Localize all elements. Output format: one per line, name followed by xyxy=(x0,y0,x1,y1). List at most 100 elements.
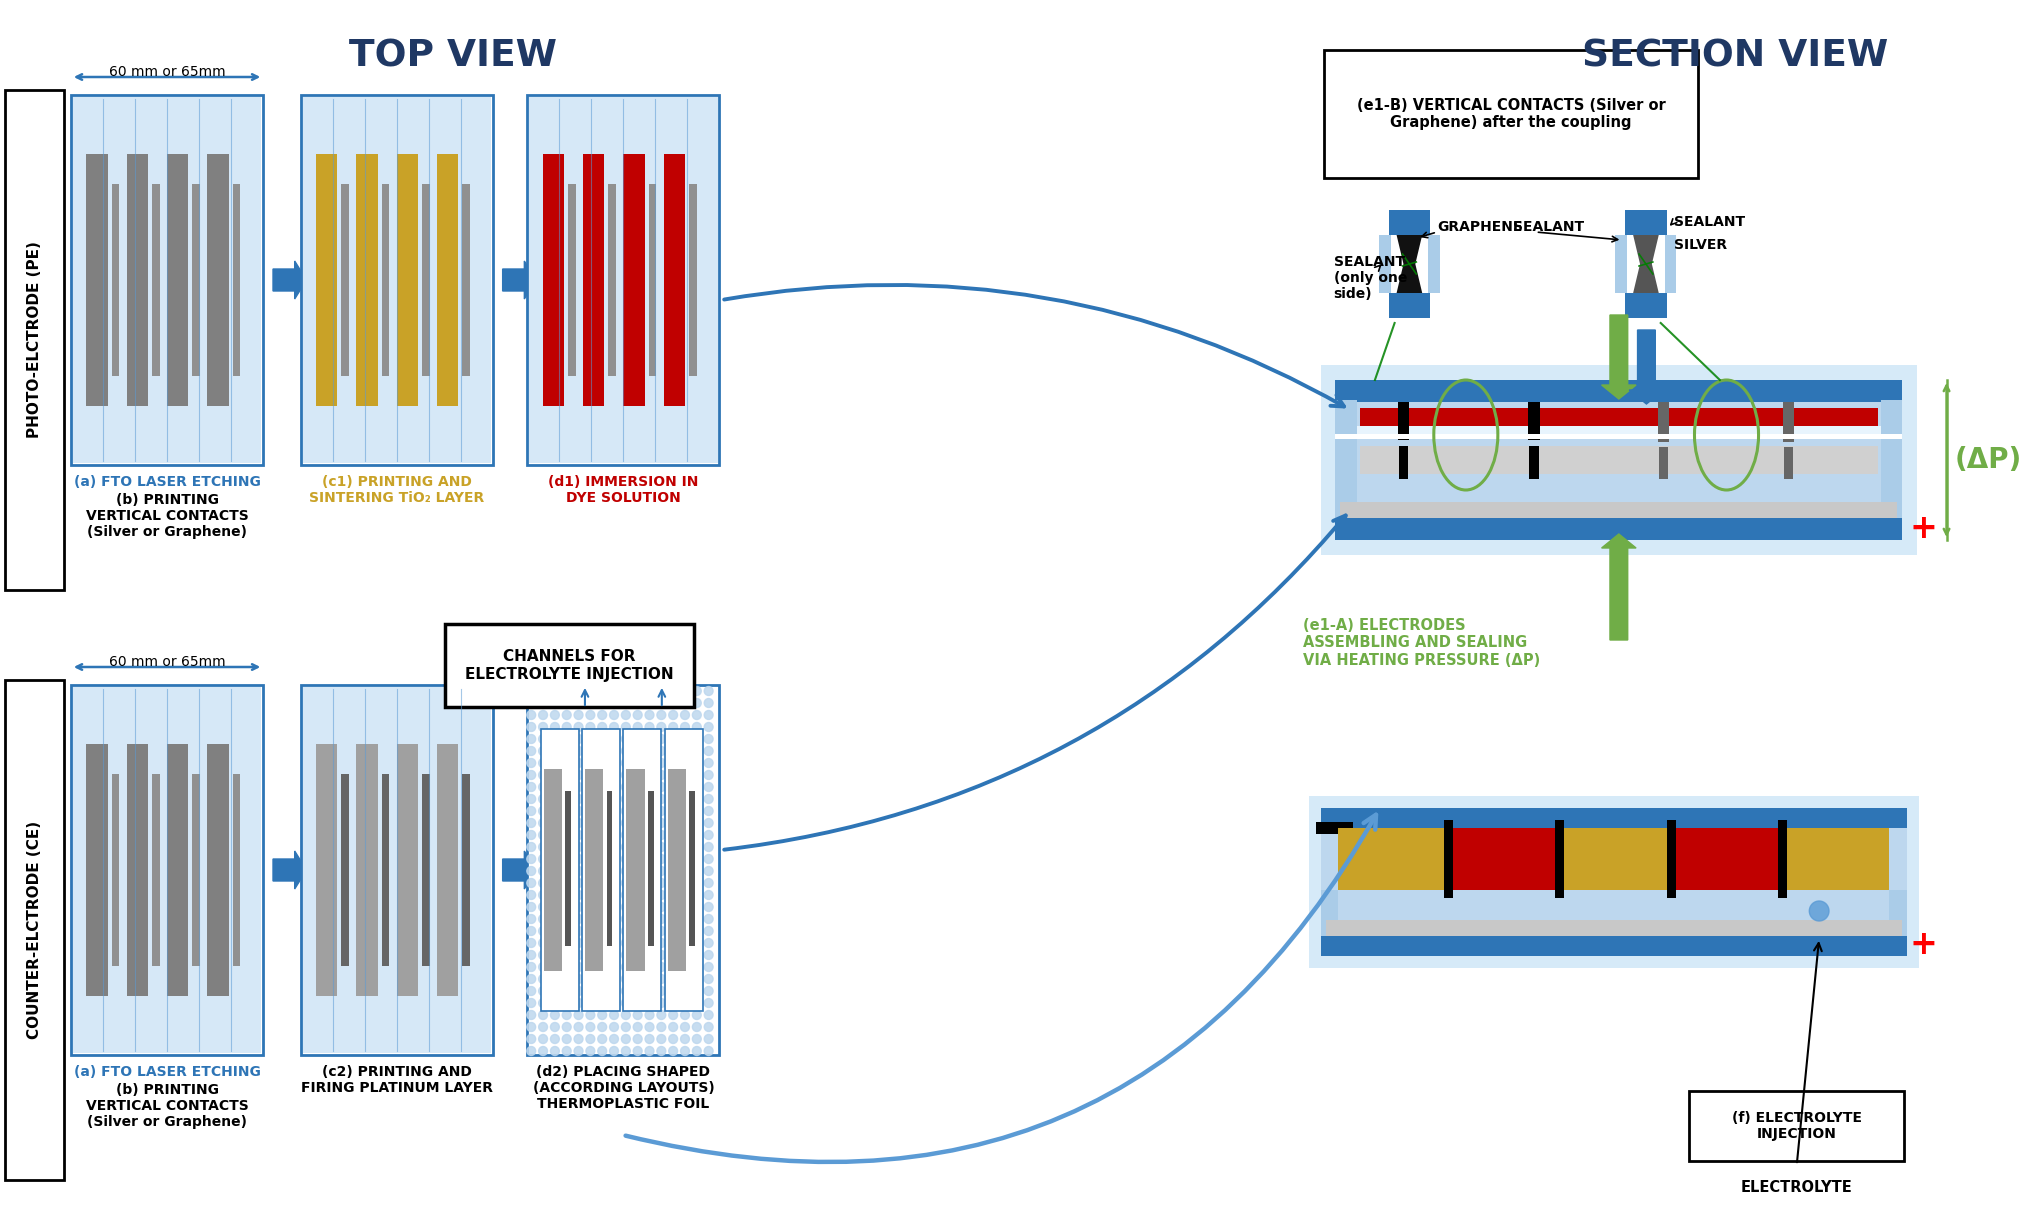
Text: 60 mm or 65mm: 60 mm or 65mm xyxy=(110,655,226,669)
Circle shape xyxy=(669,950,677,960)
Circle shape xyxy=(585,1035,595,1043)
Circle shape xyxy=(585,711,595,720)
Circle shape xyxy=(656,950,666,960)
Circle shape xyxy=(634,1047,642,1056)
Text: SILVER: SILVER xyxy=(1674,238,1727,253)
Circle shape xyxy=(538,987,547,996)
Circle shape xyxy=(538,711,547,720)
Circle shape xyxy=(551,1035,559,1043)
Circle shape xyxy=(644,770,654,780)
Circle shape xyxy=(681,819,689,828)
Circle shape xyxy=(681,734,689,743)
Circle shape xyxy=(538,915,547,923)
Circle shape xyxy=(526,927,536,935)
Circle shape xyxy=(681,987,689,996)
Circle shape xyxy=(538,1010,547,1020)
Circle shape xyxy=(526,699,536,707)
Circle shape xyxy=(610,699,618,707)
Circle shape xyxy=(526,950,536,960)
Circle shape xyxy=(681,830,689,840)
Circle shape xyxy=(563,927,571,935)
Circle shape xyxy=(681,782,689,792)
Circle shape xyxy=(634,819,642,828)
Circle shape xyxy=(585,1047,595,1056)
Circle shape xyxy=(656,855,666,863)
Circle shape xyxy=(526,975,536,983)
Bar xyxy=(437,744,459,996)
Bar xyxy=(689,791,695,946)
Polygon shape xyxy=(1396,235,1422,293)
Text: +: + xyxy=(1910,928,1939,960)
Circle shape xyxy=(705,867,713,875)
Circle shape xyxy=(681,807,689,815)
Bar xyxy=(1554,820,1565,899)
Circle shape xyxy=(538,890,547,900)
Circle shape xyxy=(622,927,630,935)
Bar xyxy=(664,154,685,406)
Bar xyxy=(1359,446,1878,474)
Circle shape xyxy=(551,747,559,755)
Circle shape xyxy=(634,998,642,1008)
Circle shape xyxy=(575,842,583,852)
Circle shape xyxy=(597,879,608,888)
Circle shape xyxy=(538,855,547,863)
Circle shape xyxy=(563,747,571,755)
Circle shape xyxy=(669,867,677,875)
Circle shape xyxy=(585,855,595,863)
Circle shape xyxy=(634,927,642,935)
Circle shape xyxy=(644,879,654,888)
Circle shape xyxy=(622,734,630,743)
Text: ELECTROLYTE: ELECTROLYTE xyxy=(1741,1179,1853,1194)
Bar xyxy=(1341,501,1898,519)
Circle shape xyxy=(681,759,689,767)
Circle shape xyxy=(575,1022,583,1031)
Circle shape xyxy=(622,998,630,1008)
Circle shape xyxy=(526,987,536,996)
Circle shape xyxy=(681,855,689,863)
Circle shape xyxy=(644,747,654,755)
Circle shape xyxy=(610,855,618,863)
Circle shape xyxy=(610,807,618,815)
Circle shape xyxy=(669,770,677,780)
Bar xyxy=(689,184,697,376)
Bar xyxy=(1398,402,1410,440)
Circle shape xyxy=(656,711,666,720)
Circle shape xyxy=(563,938,571,948)
Circle shape xyxy=(634,807,642,815)
Circle shape xyxy=(622,1047,630,1056)
Text: SECTION VIEW: SECTION VIEW xyxy=(1581,38,1888,74)
Circle shape xyxy=(538,962,547,971)
Circle shape xyxy=(705,722,713,732)
Circle shape xyxy=(526,807,536,815)
Circle shape xyxy=(622,699,630,707)
FancyArrow shape xyxy=(272,851,307,889)
Circle shape xyxy=(622,747,630,755)
Circle shape xyxy=(597,987,608,996)
Circle shape xyxy=(538,867,547,875)
Circle shape xyxy=(693,975,701,983)
Bar xyxy=(608,791,612,946)
Bar xyxy=(1388,293,1431,318)
Circle shape xyxy=(526,855,536,863)
Circle shape xyxy=(563,842,571,852)
Circle shape xyxy=(693,938,701,948)
FancyArrow shape xyxy=(272,261,307,299)
Text: SEALANT
(only one
side): SEALANT (only one side) xyxy=(1333,255,1406,302)
Text: (f) ELECTROLYTE
INJECTION: (f) ELECTROLYTE INJECTION xyxy=(1731,1111,1861,1141)
Circle shape xyxy=(705,807,713,815)
Circle shape xyxy=(563,1010,571,1020)
Bar xyxy=(1666,820,1676,899)
Circle shape xyxy=(622,794,630,803)
Circle shape xyxy=(705,830,713,840)
Circle shape xyxy=(681,927,689,935)
Circle shape xyxy=(644,927,654,935)
Circle shape xyxy=(597,830,608,840)
Circle shape xyxy=(622,770,630,780)
Circle shape xyxy=(538,770,547,780)
Bar xyxy=(1445,820,1453,899)
Text: (c2) PRINTING AND
FIRING PLATINUM LAYER: (c2) PRINTING AND FIRING PLATINUM LAYER xyxy=(301,1065,492,1095)
Circle shape xyxy=(644,1010,654,1020)
Circle shape xyxy=(622,950,630,960)
Circle shape xyxy=(693,687,701,695)
Circle shape xyxy=(705,902,713,911)
